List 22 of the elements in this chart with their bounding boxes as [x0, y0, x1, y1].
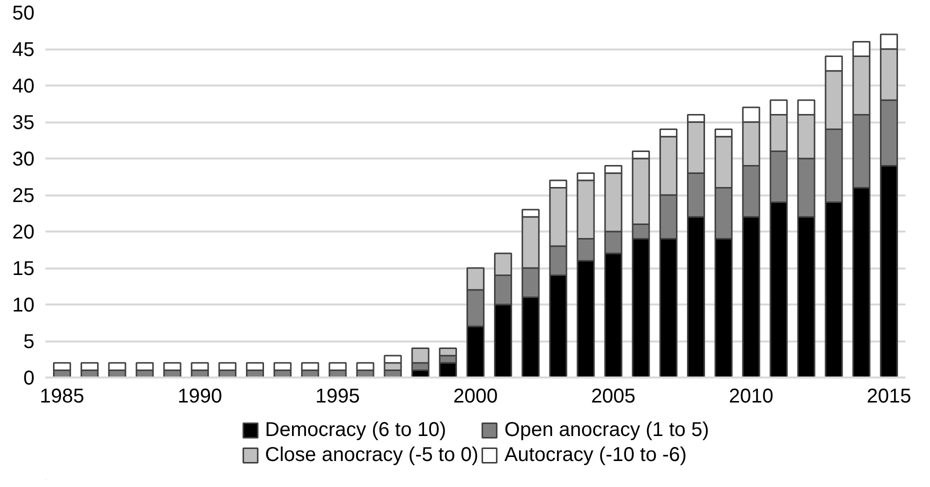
y-tick-label: 20	[12, 222, 35, 244]
y-tick-label: 0	[23, 368, 34, 390]
x-tick-label: 2015	[866, 386, 912, 408]
y-tick-label: 30	[12, 148, 35, 170]
y-tick-label: 15	[12, 258, 35, 280]
legend-label: Close anocracy (-5 to 0)	[265, 444, 478, 466]
y-tick-label: 25	[12, 185, 35, 207]
x-tick-label: 2005	[591, 386, 636, 408]
y-tick-label: 50	[12, 2, 35, 24]
y-tick-label: 10	[12, 294, 35, 316]
legend-label: Democracy (6 to 10)	[265, 418, 446, 442]
x-tick-label: 2000	[453, 386, 498, 408]
y-tick-label: 40	[12, 76, 35, 98]
x-tick-label: 1995	[315, 386, 360, 408]
legend-label: Autocracy (-10 to -6)	[504, 444, 687, 466]
y-tick-label: 35	[12, 112, 35, 134]
y-tick-label: 5	[23, 331, 34, 353]
y-tick-label: 45	[12, 39, 35, 61]
x-tick-label: 2010	[728, 386, 774, 408]
x-tick-label: 1990	[178, 386, 222, 408]
x-tick-label: 1985	[40, 386, 84, 408]
legend-label: Open anocracy (1 to 5)	[504, 418, 709, 442]
